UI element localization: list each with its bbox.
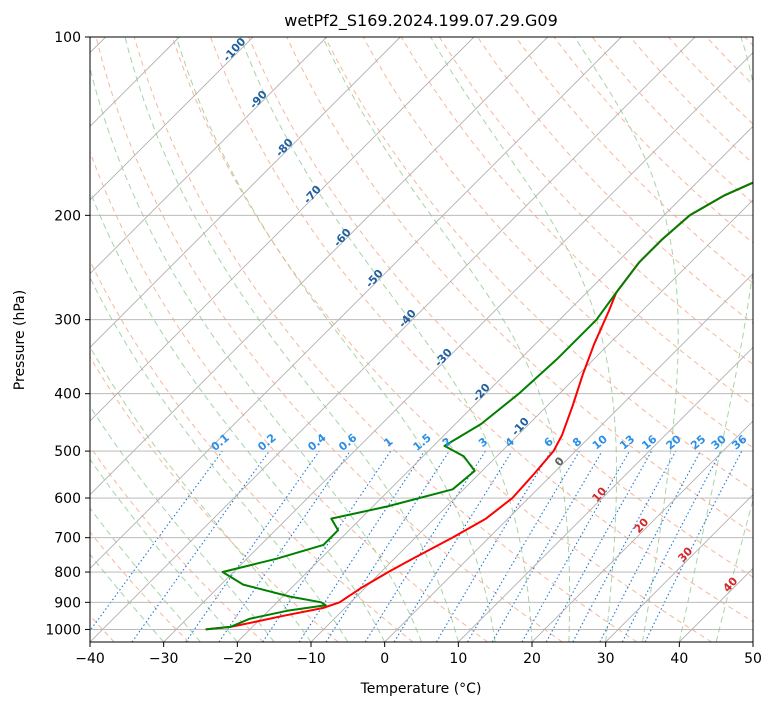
y-tick-label: 100	[54, 30, 81, 46]
isotherm-line	[531, 420, 753, 642]
isotherm-line	[237, 125, 753, 642]
x-tick-label: 0	[380, 651, 389, 667]
moist-adiabat-line	[90, 405, 275, 642]
dry-adiabat-line	[90, 150, 488, 642]
mixing-ratio-line	[644, 450, 743, 642]
mixing-ratio-line	[572, 450, 677, 642]
moist-adiabat-line	[124, 37, 459, 642]
dewpoint-profile-line	[205, 181, 753, 631]
y-axis-title: Pressure (hPa)	[12, 290, 28, 390]
isotherm-line	[90, 37, 696, 642]
mixing-ratio-line	[521, 450, 630, 642]
isotherm-line	[90, 37, 327, 275]
mixing-ratio-lines	[90, 450, 743, 642]
mixing-ratio-line	[185, 450, 320, 642]
y-tick-label: 200	[54, 208, 81, 224]
moist-adiabat-line	[90, 189, 386, 642]
moist-adiabat-line	[574, 37, 679, 642]
chart-title: wetPf2_S169.2024.199.07.29.G09	[284, 11, 558, 31]
moist-adiabat-line	[90, 553, 165, 642]
plot-area: 0.1 0.2 0.4 0.6 1 1.5 2 3 4 6 8 10 13 16 20 25 30 36-100-…	[90, 37, 753, 642]
mixing-ratio-line	[218, 450, 351, 642]
y-tick-label: 1000	[45, 622, 81, 638]
moist-adiabat-line	[90, 458, 238, 642]
isotherm-gridlines	[90, 37, 753, 642]
moist-adiabat-line	[430, 37, 617, 642]
x-axis-title: Temperature (°C)	[360, 681, 482, 697]
dry-adiabat-line	[248, 37, 753, 578]
x-tick-label: 20	[523, 651, 541, 667]
moist-adiabat-line	[90, 507, 201, 642]
isotherm-line	[90, 37, 254, 201]
mixing-ratio-line	[90, 450, 223, 632]
dry-adiabat-line	[515, 37, 753, 284]
isotherm-line	[458, 346, 753, 642]
moist-adiabat-line	[90, 276, 349, 642]
x-tick-label: −30	[149, 651, 179, 667]
x-tick-label: 50	[744, 651, 762, 667]
moist-adiabat-line	[322, 37, 571, 642]
mixing-ratio-line	[545, 450, 653, 642]
dry-adiabat-line	[90, 445, 264, 642]
isotherm-line	[90, 37, 622, 569]
moist-adiabat-line	[678, 37, 753, 642]
y-tick-label: 600	[54, 491, 81, 507]
dry-adiabat-line	[210, 37, 753, 623]
moist-adiabat-line	[715, 498, 753, 642]
dry-adiabat-line	[171, 37, 712, 642]
y-tick-label: 300	[54, 313, 81, 329]
axes: −40 −30 −20 −10 0 10 20 30 40 50 1000 900 800 700 600 5…	[45, 30, 762, 667]
dry-adiabat-line	[133, 37, 638, 642]
moist-adiabat-line	[90, 65, 422, 642]
isotherm-line	[605, 494, 753, 642]
y-tick-label: 800	[54, 565, 81, 581]
isotherm-line	[163, 52, 753, 642]
dry-adiabat-line	[90, 531, 190, 642]
mixing-ratio-line	[325, 450, 450, 642]
isotherm-line	[384, 273, 753, 642]
mixing-ratio-line	[131, 450, 270, 642]
x-tick-label: 10	[449, 651, 467, 667]
moist-adiabat-line	[175, 37, 496, 642]
y-tick-label: 900	[54, 595, 81, 611]
plot-frame	[89, 36, 754, 643]
x-tick-label: −40	[75, 651, 105, 667]
y-tick-label: 400	[54, 387, 81, 403]
mixing-ratio-line	[393, 450, 513, 642]
isotherm-line	[90, 37, 548, 496]
profile-series	[205, 181, 753, 631]
isobar-gridlines	[90, 37, 753, 630]
x-tick-label: 40	[670, 651, 688, 667]
y-tick-label: 500	[54, 444, 81, 460]
isotherm-line	[90, 37, 401, 348]
x-tick-label: −10	[296, 651, 326, 667]
x-tick-label: −20	[223, 651, 253, 667]
y-tick-label: 700	[54, 531, 81, 547]
dry-adiabat-line	[438, 37, 753, 366]
isotherm-line	[310, 199, 753, 642]
dry-adiabat-line	[90, 356, 339, 642]
x-tick-label: 30	[597, 651, 615, 667]
moist-adiabat-line	[239, 37, 533, 642]
mixing-ratio-line	[262, 450, 392, 642]
dry-adiabat-line	[95, 37, 563, 642]
isotherm-line	[90, 37, 475, 422]
dry-adiabat-line	[400, 37, 753, 407]
mixing-ratio-line	[298, 450, 425, 642]
